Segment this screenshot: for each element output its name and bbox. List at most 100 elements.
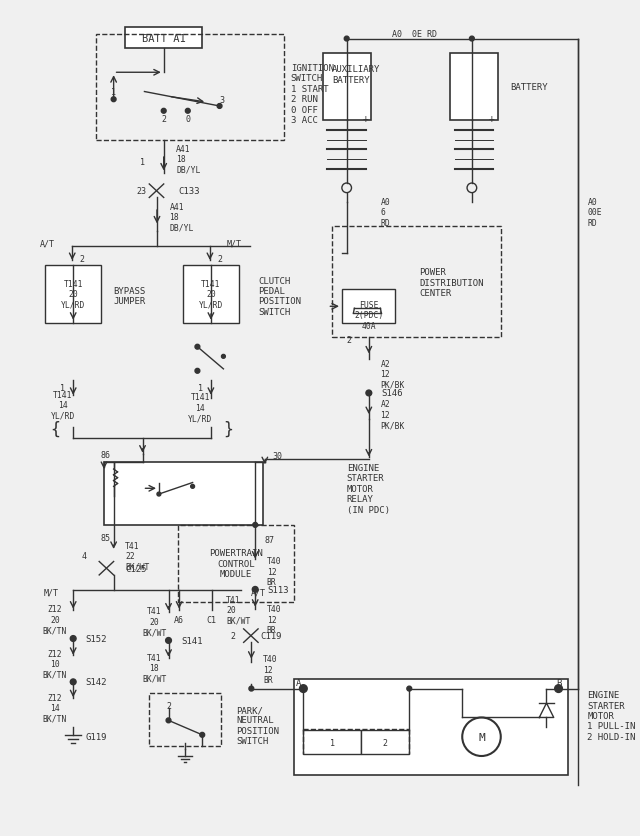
Text: FUSE
2(PDC)
40A: FUSE 2(PDC) 40A [354, 301, 383, 330]
Text: AUXILIARY
BATTERY: AUXILIARY BATTERY [332, 65, 381, 84]
Text: T40
12
BR: T40 12 BR [267, 604, 282, 635]
Text: 2: 2 [217, 254, 222, 263]
Text: S146: S146 [381, 389, 403, 398]
Circle shape [300, 685, 307, 692]
Text: 2: 2 [166, 701, 171, 711]
Text: 2: 2 [79, 254, 84, 263]
Text: Z12
20
BK/TN: Z12 20 BK/TN [43, 604, 67, 635]
Circle shape [253, 522, 258, 528]
Text: T141
14
YL/RD: T141 14 YL/RD [51, 390, 75, 420]
Text: POWER
DISTRIBUTION
CENTER: POWER DISTRIBUTION CENTER [419, 268, 483, 298]
Circle shape [470, 37, 474, 42]
Text: 23: 23 [136, 187, 147, 196]
Text: 2: 2 [383, 738, 388, 747]
Text: 2: 2 [161, 115, 166, 124]
Circle shape [191, 485, 195, 489]
Text: 0: 0 [186, 115, 190, 124]
Text: CLUTCH
PEDAL
POSITION
SWITCH: CLUTCH PEDAL POSITION SWITCH [258, 276, 301, 316]
Circle shape [407, 686, 412, 691]
Text: M/T: M/T [44, 588, 59, 597]
Text: T40
12
BR: T40 12 BR [263, 655, 278, 685]
Text: ENGINE
STARTER
MOTOR
1 PULL-IN
2 HOLD-IN: ENGINE STARTER MOTOR 1 PULL-IN 2 HOLD-IN [588, 691, 636, 741]
Circle shape [555, 685, 563, 692]
Text: C125: C125 [125, 564, 147, 573]
Circle shape [111, 98, 116, 103]
Text: A0
00E
RD: A0 00E RD [588, 198, 602, 227]
Bar [104, 463, 263, 525]
Text: PARK/
NEUTRAL
POSITION
SWITCH: PARK/ NEUTRAL POSITION SWITCH [236, 706, 279, 746]
Text: T141
14
YL/RD: T141 14 YL/RD [188, 393, 212, 423]
Text: G119: G119 [86, 732, 108, 742]
Text: 87: 87 [265, 535, 275, 544]
Text: T41
22
BK/WT: T41 22 BK/WT [125, 541, 150, 571]
Bar [45, 266, 101, 324]
Text: BATTERY: BATTERY [510, 83, 548, 92]
Text: M: M [478, 732, 485, 742]
Text: 2: 2 [230, 631, 235, 640]
Text: {: { [51, 420, 61, 438]
Text: 85: 85 [100, 533, 111, 543]
Text: POWERTRAIN
CONTROL
MODULE: POWERTRAIN CONTROL MODULE [209, 549, 263, 579]
Text: T141
20
YL/RD: T141 20 YL/RD [61, 279, 85, 309]
Text: +: + [488, 115, 494, 125]
Text: 1: 1 [140, 158, 145, 167]
Text: A41
18
DB/YL: A41 18 DB/YL [176, 145, 200, 175]
Circle shape [195, 345, 200, 349]
Text: S152: S152 [86, 635, 108, 643]
Bar [332, 227, 500, 338]
Bar [303, 730, 361, 754]
Text: }: } [223, 420, 234, 438]
Circle shape [366, 390, 372, 396]
Circle shape [344, 37, 349, 42]
Circle shape [166, 718, 171, 723]
Text: 4: 4 [82, 552, 86, 560]
Text: S141: S141 [181, 636, 202, 645]
Text: Z12
10
BK/TN: Z12 10 BK/TN [43, 649, 67, 679]
Bar [125, 28, 202, 49]
Text: T41
18
BK/WT: T41 18 BK/WT [142, 653, 166, 682]
Text: A2
12
PK/BK: A2 12 PK/BK [380, 359, 404, 389]
Text: T141
20
YL/RD: T141 20 YL/RD [198, 279, 223, 309]
Bar [183, 266, 239, 324]
Circle shape [166, 638, 172, 644]
Bar [178, 525, 294, 602]
Text: BATT A1: BATT A1 [142, 33, 186, 43]
Text: 2: 2 [346, 336, 351, 345]
Text: 86: 86 [100, 451, 111, 460]
Text: A/T: A/T [250, 588, 266, 597]
Text: A/T: A/T [40, 239, 55, 248]
Text: S113: S113 [268, 585, 289, 594]
Circle shape [161, 110, 166, 114]
Text: B: B [556, 679, 561, 687]
Circle shape [252, 587, 258, 593]
Circle shape [70, 636, 76, 642]
Text: ENGINE
STARTER
MOTOR
RELAY
(IN PDC): ENGINE STARTER MOTOR RELAY (IN PDC) [347, 463, 390, 514]
Bar [361, 730, 409, 754]
Circle shape [221, 355, 225, 359]
Text: C119: C119 [260, 631, 282, 640]
Circle shape [70, 679, 76, 685]
Text: +: + [363, 115, 369, 125]
Text: C133: C133 [178, 187, 200, 196]
Bar [323, 54, 371, 121]
Text: T41
20
BK/WT: T41 20 BK/WT [142, 607, 166, 636]
Text: IGNITION
SWITCH
1 START
2 RUN
0 OFF
3 ACC: IGNITION SWITCH 1 START 2 RUN 0 OFF 3 AC… [291, 64, 334, 125]
Text: T40
12
BR: T40 12 BR [267, 557, 282, 586]
Text: A: A [296, 679, 301, 687]
Text: BYPASS
JUMPER: BYPASS JUMPER [114, 287, 146, 306]
Text: A2
12
PK/BK: A2 12 PK/BK [380, 400, 404, 430]
Text: 3: 3 [219, 95, 224, 104]
Bar [149, 694, 221, 747]
Text: 1: 1 [330, 738, 335, 747]
Text: S142: S142 [86, 677, 108, 686]
Text: Z12
14
BK/TN: Z12 14 BK/TN [43, 693, 67, 723]
Circle shape [200, 732, 205, 737]
Bar [294, 679, 568, 775]
Circle shape [195, 369, 200, 374]
Text: 1: 1 [111, 88, 116, 97]
Text: A0  0E RD: A0 0E RD [392, 30, 436, 39]
Circle shape [157, 492, 161, 497]
Text: A0
6
RD: A0 6 RD [380, 198, 390, 227]
Text: A6: A6 [174, 615, 184, 624]
Text: A41
18
DB/YL: A41 18 DB/YL [170, 202, 194, 232]
